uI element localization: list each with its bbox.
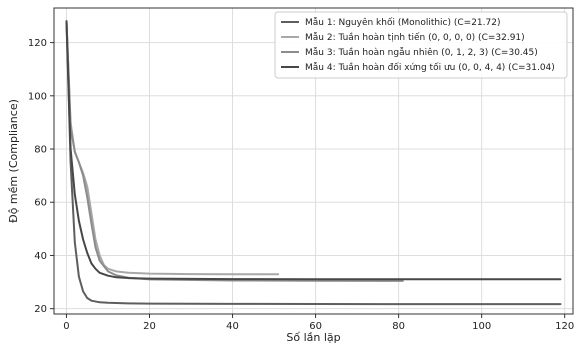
x-tick-label: 0: [63, 321, 69, 332]
y-tick-label: 40: [34, 251, 47, 262]
y-tick-label: 80: [34, 145, 47, 156]
series-line-4: [65, 20, 562, 281]
x-tick-label: 100: [472, 321, 491, 332]
series-line-1: [65, 20, 562, 306]
y-tick-label: 20: [34, 304, 47, 315]
y-tick-label: 120: [28, 38, 47, 49]
y-axis-label: Độ mềm (Compliance): [7, 99, 20, 223]
x-tick-label: 20: [143, 321, 156, 332]
legend-label-2: Mẫu 2: Tuần hoàn tịnh tiến (0, 0, 0, 0) …: [305, 32, 525, 43]
axis-ticks: 0 20 40 60 80 100 120 20 40 60 80 100 120: [28, 38, 574, 332]
plot-frame: [53, 7, 574, 315]
x-tick-label: 120: [555, 321, 574, 332]
series-line-3: [65, 20, 404, 282]
legend-label-1: Mẫu 1: Nguyên khối (Monolithic) (C=21.72…: [305, 17, 501, 28]
legend-label-3: Mẫu 3: Tuần hoàn ngẫu nhiên (0, 1, 2, 3)…: [305, 47, 538, 58]
x-axis-label: Số lần lặp: [286, 331, 340, 344]
legend-label-4: Mẫu 4: Tuần hoàn đối xứng tối ưu (0, 0, …: [305, 62, 555, 73]
y-tick-label: 60: [34, 198, 47, 209]
legend-box: [274, 11, 568, 79]
series-line-2: [65, 20, 280, 276]
legend: Mẫu 1: Nguyên khối (Monolithic) (C=21.72…: [274, 11, 568, 79]
x-tick-label: 40: [226, 321, 239, 332]
x-tick-label: 80: [392, 321, 405, 332]
y-tick-label: 100: [28, 91, 47, 102]
x-tick-label: 60: [309, 321, 322, 332]
series-lines: [65, 20, 562, 306]
